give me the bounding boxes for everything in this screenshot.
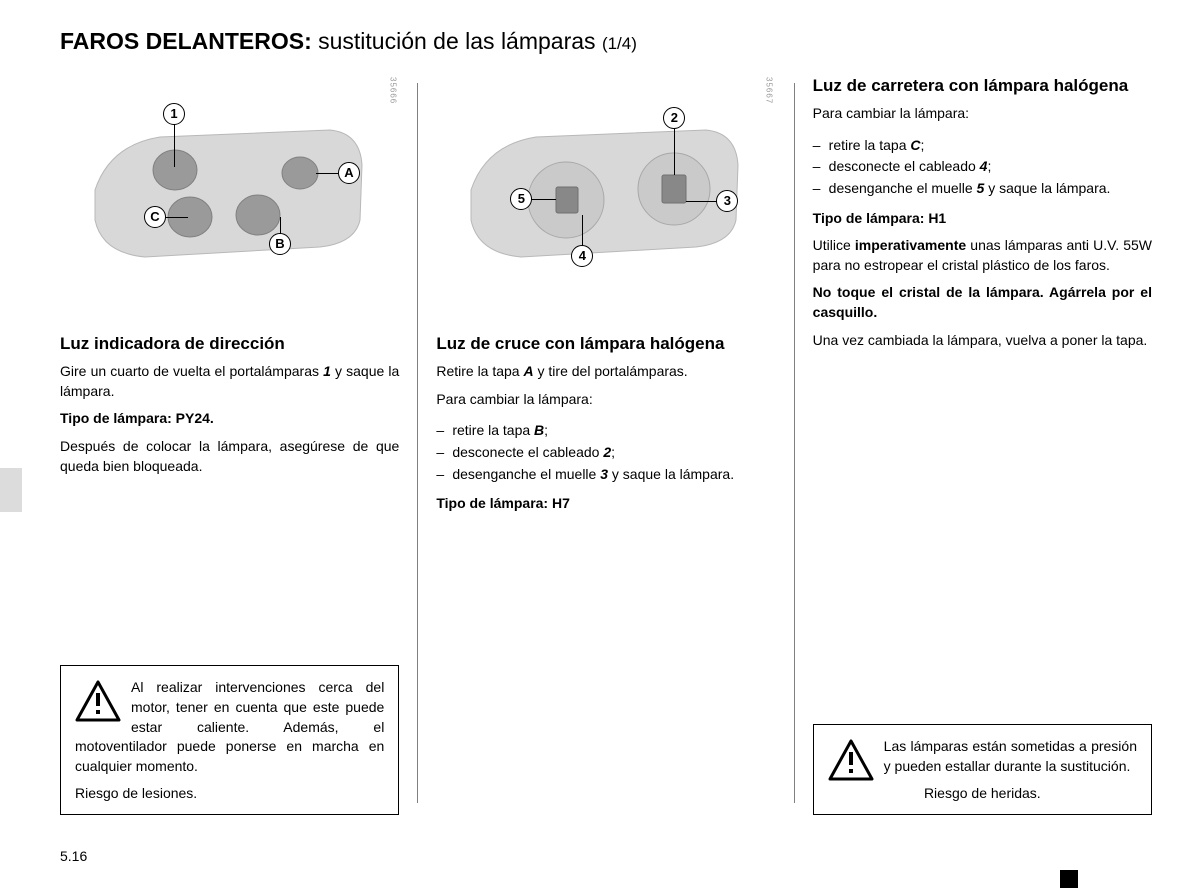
headlight-illustration-left <box>90 125 370 270</box>
title-pager: (1/4) <box>602 34 637 53</box>
col2-list: retire la tapa B; desconecte el cableado… <box>436 421 775 486</box>
title-main: FAROS DELANTEROS: <box>60 28 312 54</box>
col3-p2: Utilice imperativamente unas lámparas an… <box>813 236 1152 275</box>
col2-p1: Retire la tapa A y tire del portalámpara… <box>436 362 775 382</box>
callout-b: B <box>269 233 291 255</box>
list-item: desenganche el muelle 5 y saque la lámpa… <box>813 179 1152 199</box>
thumb-tab <box>0 468 22 512</box>
col1-p2: Después de colocar la lámpara, asegúrese… <box>60 437 399 476</box>
figure-id-mid: 35667 <box>765 77 774 104</box>
warning-box-lamp: Las lámparas están sometidas a presión y… <box>813 724 1152 815</box>
page-number: 5.16 <box>60 848 87 864</box>
callout-c: C <box>144 206 166 228</box>
warning-icon <box>75 680 121 722</box>
list-item: desconecte el cableado 2; <box>436 443 775 463</box>
content-columns: 35666 1 A B C Luz indicadora de direcció… <box>60 75 1152 815</box>
col1-p1: Gire un cuarto de vuelta el portalámpara… <box>60 362 399 401</box>
callout-a: A <box>338 162 360 184</box>
col1-lamp-type: Tipo de lámpara: PY24. <box>60 409 399 429</box>
column-3: Luz de carretera con lámpara halógena Pa… <box>795 75 1152 815</box>
list-item: desconecte el cableado 4; <box>813 157 1152 177</box>
list-item: desenganche el muelle 3 y saque la lámpa… <box>436 465 775 485</box>
col3-list: retire la tapa C; desconecte el cableado… <box>813 136 1152 201</box>
headlight-illustration-mid <box>466 125 746 270</box>
col2-p2: Para cambiar la lámpara: <box>436 390 775 410</box>
figure-mid: 35667 2 3 4 5 <box>436 75 775 305</box>
warning-icon <box>828 739 874 781</box>
figure-id-left: 35666 <box>388 77 397 104</box>
warn2-risk: Riesgo de heridas. <box>828 784 1137 804</box>
crop-mark <box>1060 870 1078 888</box>
col2-lamp-type: Tipo de lámpara: H7 <box>436 494 775 514</box>
warning-box-engine: Al realizar intervenciones cerca del mot… <box>60 665 399 815</box>
page-title: FAROS DELANTEROS: sustitución de las lám… <box>60 28 1152 55</box>
warn1-text: Al realizar intervenciones cerca del mot… <box>75 679 384 773</box>
col1-heading: Luz indicadora de dirección <box>60 333 399 354</box>
col2-heading: Luz de cruce con lámpara halógena <box>436 333 775 354</box>
warn2-text: Las lámparas están sometidas a presión y… <box>884 738 1137 774</box>
callout-1: 1 <box>163 103 185 125</box>
figure-left: 35666 1 A B C <box>60 75 399 305</box>
col3-lamp-type: Tipo de lámpara: H1 <box>813 209 1152 229</box>
col3-p4: Una vez cambiada la lámpara, vuelva a po… <box>813 331 1152 351</box>
col3-heading: Luz de carretera con lámpara halógena <box>813 75 1152 96</box>
warn1-risk: Riesgo de lesiones. <box>75 784 384 804</box>
title-sub: sustitución de las lámparas <box>318 28 595 54</box>
list-item: retire la tapa B; <box>436 421 775 441</box>
column-1: 35666 1 A B C Luz indicadora de direcció… <box>60 75 417 815</box>
list-item: retire la tapa C; <box>813 136 1152 156</box>
col3-p1: Para cambiar la lámpara: <box>813 104 1152 124</box>
col3-p3: No toque el cristal de la lámpara. Agárr… <box>813 283 1152 322</box>
column-2: 35667 2 3 4 5 Luz de cruce con lámpara h… <box>418 75 793 815</box>
